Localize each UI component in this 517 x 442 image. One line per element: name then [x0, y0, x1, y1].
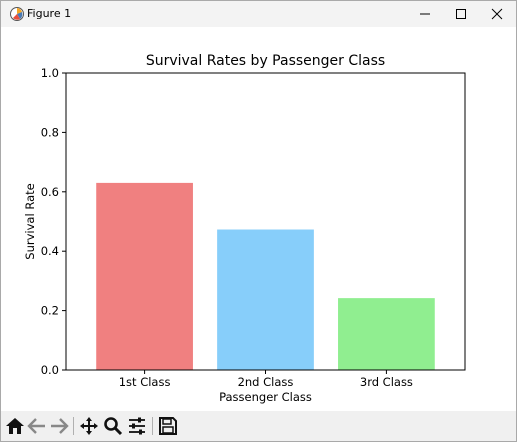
toolbar-separator: [73, 417, 74, 435]
figure-canvas[interactable]: Survival Rates by Passenger Class 1st Cl…: [1, 27, 516, 411]
y-axis-label: Survival Rate: [23, 183, 37, 259]
back-button[interactable]: [26, 415, 48, 437]
zoom-button[interactable]: [102, 415, 124, 437]
bar-3: [338, 298, 435, 370]
close-icon: [491, 8, 503, 20]
x-tick-label: 3rd Class: [360, 375, 413, 389]
minimize-icon: [420, 13, 430, 15]
bar-chart: Survival Rates by Passenger Class 1st Cl…: [23, 53, 466, 404]
forward-button[interactable]: [48, 415, 70, 437]
zoom-icon: [104, 417, 123, 436]
navigation-toolbar: [1, 411, 516, 441]
close-button[interactable]: [479, 1, 515, 27]
axes-frame: [65, 72, 466, 371]
y-tick-label: 0.0: [41, 363, 59, 377]
pan-icon: [80, 417, 98, 435]
y-tick-label: 0.6: [41, 185, 59, 199]
save-icon: [159, 417, 177, 435]
y-tick-label: 0.2: [41, 304, 59, 318]
back-arrow-icon: [27, 418, 45, 434]
bar-2: [217, 229, 314, 370]
minimize-button[interactable]: [407, 1, 443, 27]
y-tick-label: 0.8: [41, 125, 59, 139]
x-tick-label: 2nd Class: [238, 375, 294, 389]
configure-subplots-button[interactable]: [126, 415, 148, 437]
maximize-button[interactable]: [443, 1, 479, 27]
window-title: Figure 1: [27, 7, 72, 20]
y-tick-label: 1.0: [41, 66, 59, 80]
home-button[interactable]: [4, 415, 26, 437]
x-axis-label: Passenger Class: [219, 390, 312, 404]
toolbar-separator: [152, 417, 153, 435]
save-button[interactable]: [157, 415, 179, 437]
matplotlib-icon: [10, 7, 24, 21]
x-tick-label: 1st Class: [119, 375, 171, 389]
title-bar[interactable]: Figure 1: [1, 1, 516, 27]
maximize-icon: [456, 9, 466, 19]
bar-1: [96, 182, 193, 370]
forward-arrow-icon: [51, 418, 69, 434]
configure-subplots-icon: [129, 417, 145, 435]
y-tick-label: 0.4: [41, 244, 59, 258]
chart-title: Survival Rates by Passenger Class: [146, 53, 385, 69]
home-icon: [6, 418, 24, 434]
pan-button[interactable]: [78, 415, 100, 437]
